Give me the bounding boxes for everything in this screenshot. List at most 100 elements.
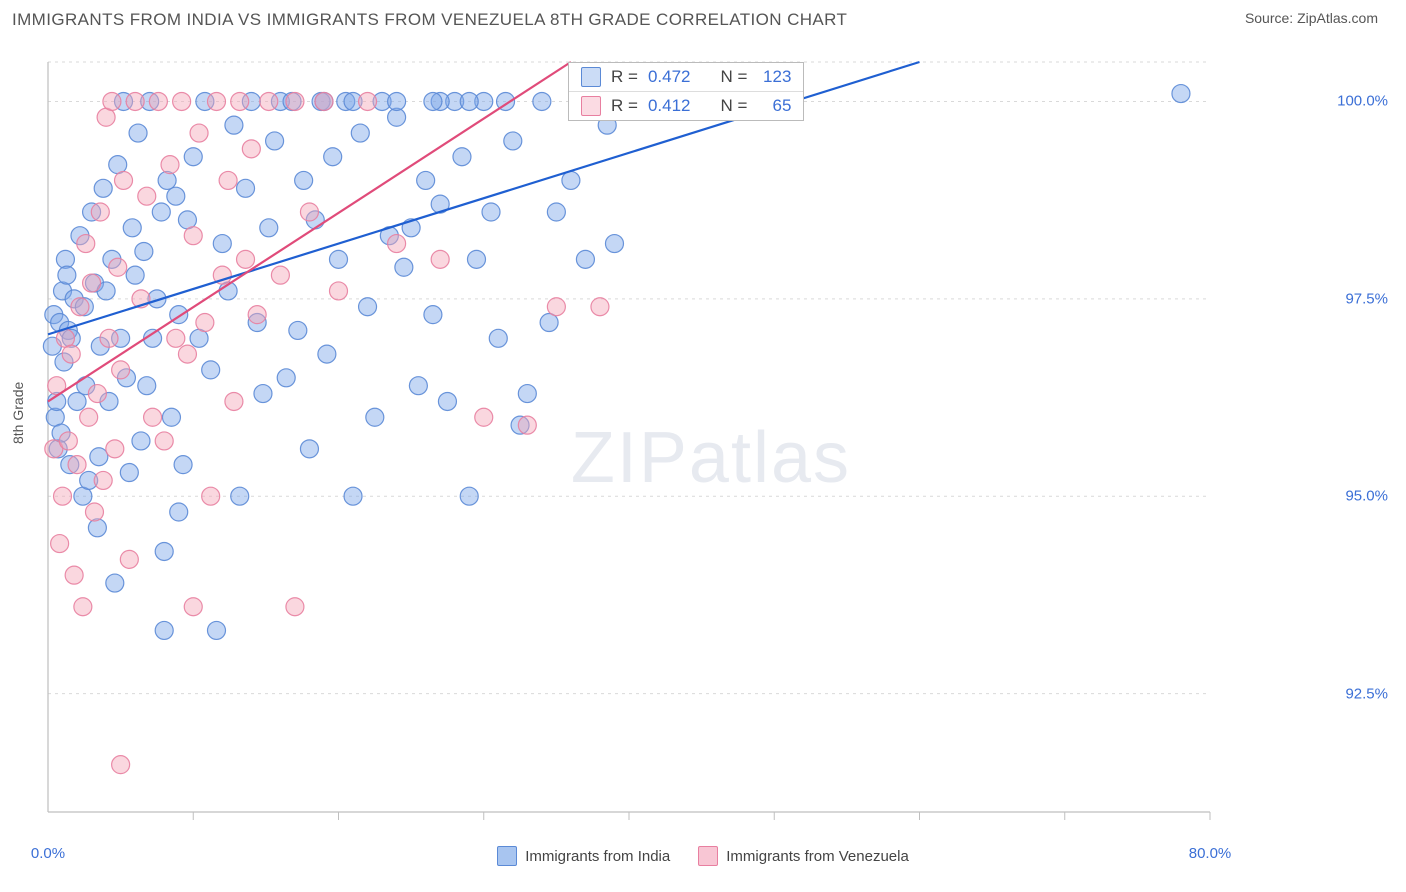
y-axis-label: 8th Grade [10, 382, 26, 444]
data-point [88, 385, 106, 403]
data-point [225, 392, 243, 410]
data-point [135, 242, 153, 260]
data-point [260, 219, 278, 237]
data-point [277, 369, 295, 387]
data-point [112, 361, 130, 379]
data-point [315, 92, 333, 110]
legend-swatch [581, 67, 601, 87]
data-point [90, 448, 108, 466]
data-point [173, 92, 191, 110]
data-point [120, 464, 138, 482]
data-point [155, 621, 173, 639]
data-point [126, 266, 144, 284]
data-point [126, 92, 144, 110]
data-point [202, 487, 220, 505]
data-point [460, 92, 478, 110]
data-point [219, 171, 237, 189]
legend-item: Immigrants from Venezuela [698, 846, 909, 866]
data-point [424, 92, 442, 110]
data-point [1172, 85, 1190, 103]
data-point [248, 306, 266, 324]
data-point [120, 550, 138, 568]
data-point [94, 471, 112, 489]
data-point [59, 432, 77, 450]
data-point [138, 187, 156, 205]
data-point [231, 487, 249, 505]
data-point [123, 219, 141, 237]
n-value: 65 [757, 96, 791, 116]
data-point [237, 179, 255, 197]
data-point [562, 171, 580, 189]
data-point [533, 92, 551, 110]
data-point [460, 487, 478, 505]
legend-swatch [581, 96, 601, 116]
data-point [109, 258, 127, 276]
x-tick-label: 80.0% [1189, 845, 1232, 862]
data-point [170, 503, 188, 521]
data-point [190, 124, 208, 142]
data-point [286, 598, 304, 616]
data-point [65, 566, 83, 584]
data-point [254, 385, 272, 403]
data-point [518, 416, 536, 434]
data-point [266, 132, 284, 150]
data-point [605, 235, 623, 253]
data-point [489, 329, 507, 347]
data-point [184, 227, 202, 245]
r-label: R = [611, 67, 638, 87]
data-point [184, 148, 202, 166]
data-point [167, 187, 185, 205]
data-point [83, 274, 101, 292]
data-point [100, 329, 118, 347]
data-point [58, 266, 76, 284]
data-point [106, 574, 124, 592]
data-point [482, 203, 500, 221]
data-point [547, 298, 565, 316]
data-point [68, 392, 86, 410]
data-point [174, 456, 192, 474]
data-point [225, 116, 243, 134]
legend-label: Immigrants from Venezuela [726, 848, 909, 865]
data-point [388, 92, 406, 110]
data-point [74, 598, 92, 616]
data-point [106, 440, 124, 458]
data-point [178, 345, 196, 363]
plot-area: 8th Grade ZIPatlas R = 0.472 N = 123 R =… [0, 44, 1406, 892]
y-tick-label: 100.0% [1337, 93, 1388, 110]
r-label: R = [611, 96, 638, 116]
legend-swatch [698, 846, 718, 866]
data-point [388, 235, 406, 253]
data-point [88, 519, 106, 537]
data-point [207, 621, 225, 639]
r-value: 0.412 [648, 96, 691, 116]
correlation-legend: R = 0.472 N = 123 R = 0.412 N = 65 [568, 62, 804, 121]
x-tick-label: 0.0% [31, 845, 65, 862]
data-point [576, 250, 594, 268]
data-point [158, 171, 176, 189]
n-label: N = [720, 67, 747, 87]
data-point [518, 385, 536, 403]
data-point [144, 408, 162, 426]
data-point [318, 345, 336, 363]
data-point [68, 456, 86, 474]
data-point [359, 298, 377, 316]
data-point [94, 179, 112, 197]
data-point [242, 140, 260, 158]
data-point [359, 92, 377, 110]
data-point [286, 92, 304, 110]
data-point [547, 203, 565, 221]
data-point [112, 756, 130, 774]
data-point [324, 148, 342, 166]
data-point [300, 440, 318, 458]
chart-title: IMMIGRANTS FROM INDIA VS IMMIGRANTS FROM… [12, 10, 847, 30]
data-point [149, 92, 167, 110]
data-point [80, 408, 98, 426]
data-point [424, 306, 442, 324]
data-point [395, 258, 413, 276]
data-point [504, 132, 522, 150]
data-point [351, 124, 369, 142]
data-point [132, 432, 150, 450]
y-tick-label: 92.5% [1345, 685, 1388, 702]
data-point [330, 282, 348, 300]
n-value: 123 [757, 67, 791, 87]
